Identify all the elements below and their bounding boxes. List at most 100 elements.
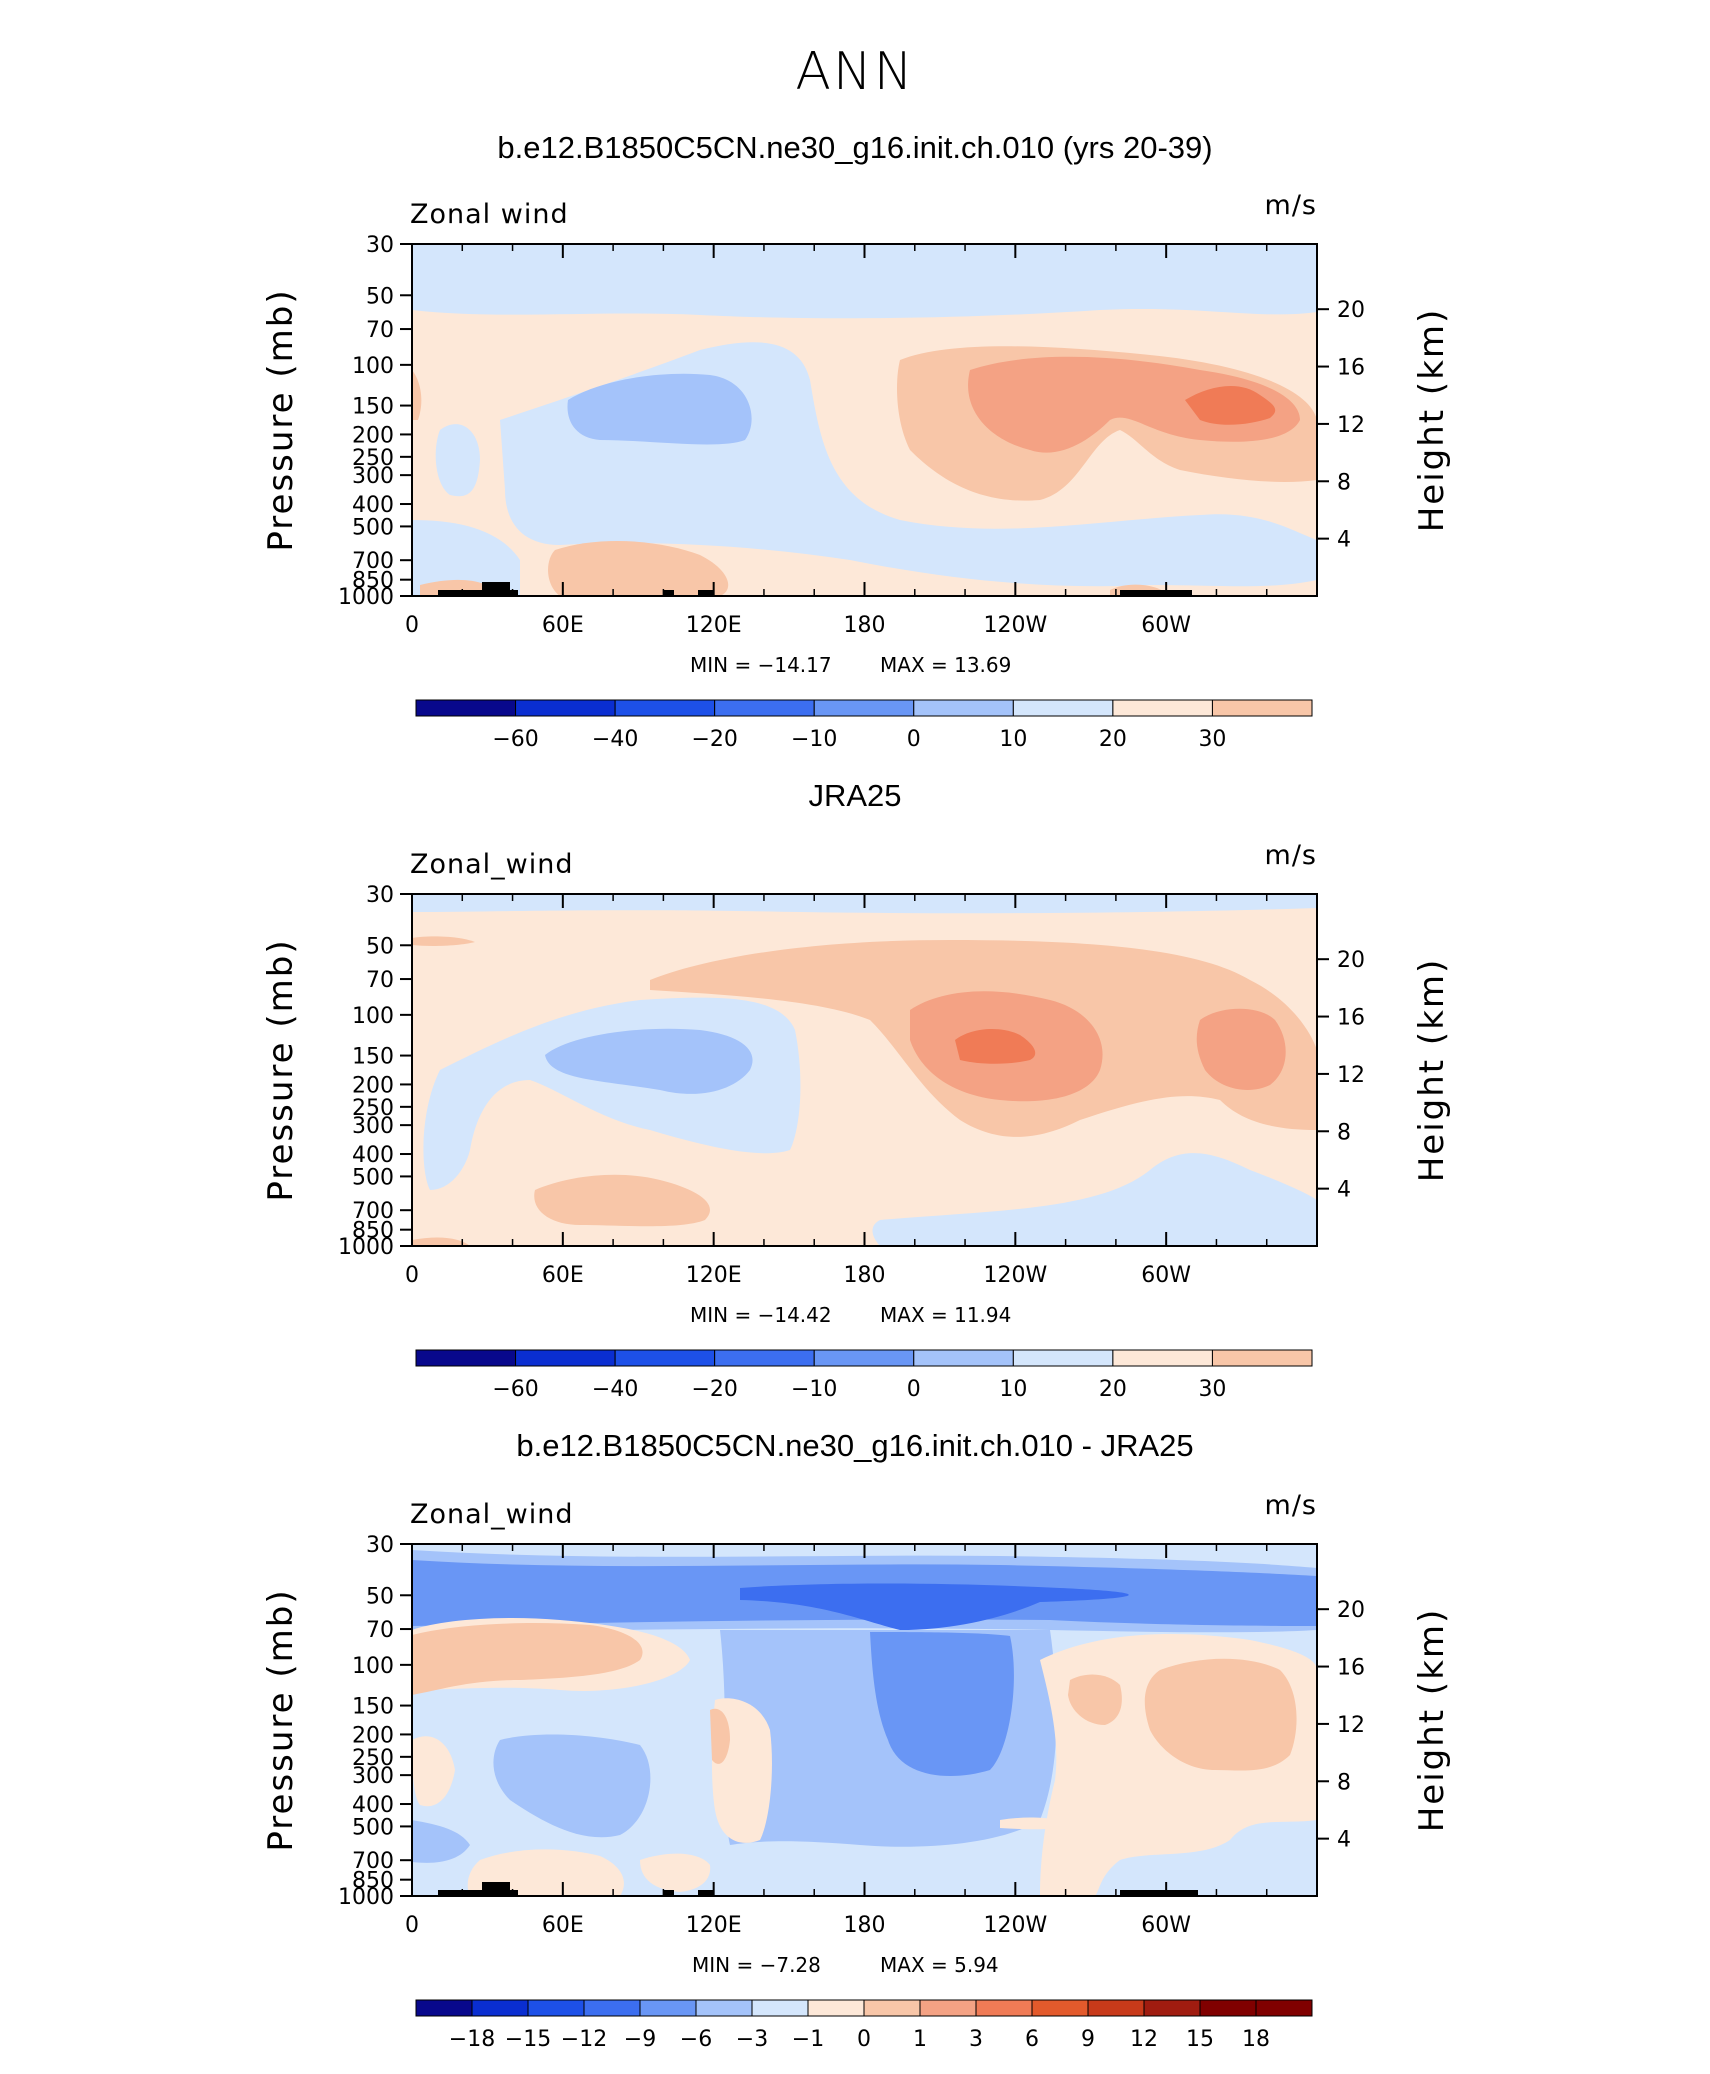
plot-area-diff: 0 60E 120E 180 120W 60W3050701001502002503004… xyxy=(261,1490,1452,2052)
y-tick-label: 70 xyxy=(366,968,394,993)
y-tick-label: 30 xyxy=(366,1533,394,1558)
min-label: MIN = −14.17 xyxy=(690,653,832,677)
colorbar-box xyxy=(695,1999,753,2017)
y-tick-label: 100 xyxy=(352,354,394,379)
units-label: m/s xyxy=(1265,1490,1317,1521)
y-tick-label: 700 xyxy=(352,1849,394,1874)
y-tick-label: 400 xyxy=(352,1143,394,1168)
y-tick-label: 200 xyxy=(352,1723,394,1748)
colorbar-box xyxy=(1031,1999,1089,2017)
land-mask xyxy=(482,582,510,596)
contour-pos1-left xyxy=(412,1736,455,1807)
y2-tick-label: 4 xyxy=(1337,1178,1351,1203)
y-tick-label: 1000 xyxy=(338,1885,394,1910)
colorbar-box xyxy=(863,1999,921,2017)
x-tick-label: 120W xyxy=(983,1263,1047,1288)
y-tick-label: 100 xyxy=(352,1004,394,1029)
contour-pos15-east xyxy=(955,1028,1036,1064)
panel-title: b.e12.B1850C5CN.ne30_g16.init.ch.010 - J… xyxy=(516,1428,1194,1463)
min-label: MIN = −7.28 xyxy=(692,1953,821,1977)
x-tick-label: 60W xyxy=(1141,1913,1191,1938)
contour-pos3-far-east xyxy=(1068,1674,1122,1725)
figure-title: ANN xyxy=(795,42,915,102)
y-tick-label: 50 xyxy=(366,1584,394,1609)
colorbar-label: −18 xyxy=(449,2027,495,2052)
colorbar-label: 30 xyxy=(1198,727,1226,752)
y-tick-label: 150 xyxy=(352,1045,394,1070)
colorbar-label: 15 xyxy=(1186,2027,1214,2052)
min-label: MIN = −14.42 xyxy=(690,1303,832,1327)
y-tick-label: 850 xyxy=(352,1219,394,1244)
y2-tick-label: 20 xyxy=(1337,948,1365,973)
y2-tick-label: 4 xyxy=(1337,1828,1351,1853)
y-tick-label: 30 xyxy=(366,233,394,258)
y-tick-label: 850 xyxy=(352,569,394,594)
colorbar-label: −40 xyxy=(592,727,638,752)
y2-tick-label: 16 xyxy=(1337,1006,1365,1031)
x-ticks: 0 60E 120E 180 120W 60W3050701001502002503004… xyxy=(338,233,1365,752)
colorbar-label: −10 xyxy=(791,1377,837,1402)
colorbar-label: −60 xyxy=(492,1377,538,1402)
colorbar-label: −20 xyxy=(691,1377,737,1402)
colorbar-box xyxy=(975,1999,1033,2017)
variable-label: Zonal wind xyxy=(410,199,569,230)
y-tick-label: 200 xyxy=(352,423,394,448)
y-axis-title: Pressure (mb) xyxy=(261,288,301,551)
colorbar-label: 0 xyxy=(907,1377,921,1402)
y-tick-label: 150 xyxy=(352,395,394,420)
y2-tick-label: 12 xyxy=(1337,1713,1365,1738)
contour-pos10-far-east xyxy=(1196,1008,1286,1090)
y2-tick-label: 12 xyxy=(1337,413,1365,438)
contour-pos3-west xyxy=(412,1623,643,1695)
panel-title: JRA25 xyxy=(808,778,902,813)
y2-tick-label: 8 xyxy=(1337,1120,1351,1145)
colorbar-label: 0 xyxy=(907,727,921,752)
colorbar-label: 1 xyxy=(913,2027,927,2052)
x-tick-label: 60W xyxy=(1141,613,1191,638)
y2-tick-label: 16 xyxy=(1337,356,1365,381)
colorbar-label: 20 xyxy=(1099,727,1127,752)
x-tick-label: 120W xyxy=(983,1913,1047,1938)
colorbar-box xyxy=(751,1999,809,2017)
y-tick-label: 400 xyxy=(352,1793,394,1818)
units-label: m/s xyxy=(1265,190,1317,221)
land-mask xyxy=(438,590,518,596)
y2-tick-label: 8 xyxy=(1337,1770,1351,1795)
y-tick-label: 250 xyxy=(352,1096,394,1121)
colorbar-label: −6 xyxy=(680,2027,712,2052)
contour-pos1-low3 xyxy=(1000,1817,1075,1830)
land-mask xyxy=(698,590,714,596)
contour-neg10 xyxy=(545,1028,753,1094)
contour-neg5-bottom xyxy=(412,520,520,596)
contour-pos5-low xyxy=(548,540,729,596)
y-tick-label: 700 xyxy=(352,549,394,574)
colorbar-box xyxy=(583,1999,641,2017)
y-tick-label: 50 xyxy=(366,284,394,309)
land-mask xyxy=(1120,590,1192,596)
colorbar-label: 3 xyxy=(969,2027,983,2052)
x-tick-label: 60E xyxy=(542,1263,584,1288)
x-tick-label: 0 xyxy=(405,1263,419,1288)
colorbar-label: −10 xyxy=(791,727,837,752)
colorbar-box xyxy=(807,1999,865,2017)
land-mask xyxy=(664,590,674,596)
x-tick-label: 0 xyxy=(405,613,419,638)
contour-pos10-east xyxy=(968,356,1300,453)
x-tick-label: 60W xyxy=(1141,1263,1191,1288)
colorbar-box xyxy=(1211,699,1313,717)
y2-tick-label: 20 xyxy=(1337,1598,1365,1623)
colorbar-label: 18 xyxy=(1242,2027,1270,2052)
y-tick-label: 70 xyxy=(366,318,394,343)
contour-pos5-left xyxy=(412,370,422,420)
y-tick-label: 50 xyxy=(366,934,394,959)
colorbar-label: −20 xyxy=(691,727,737,752)
plot-area-obs: 0 60E 120E 180 120W 60W3050701001502002503004… xyxy=(261,840,1452,1402)
y-tick-label: 250 xyxy=(352,1746,394,1771)
y-tick-label: 100 xyxy=(352,1654,394,1679)
variable-label: Zonal_wind xyxy=(410,849,574,880)
colorbar-label: 6 xyxy=(1025,2027,1039,2052)
y-tick-label: 500 xyxy=(352,1815,394,1840)
colorbar-label: 20 xyxy=(1099,1377,1127,1402)
x-tick-label: 180 xyxy=(844,1263,886,1288)
panel-title: b.e12.B1850C5CN.ne30_g16.init.ch.010 (yr… xyxy=(497,130,1213,165)
